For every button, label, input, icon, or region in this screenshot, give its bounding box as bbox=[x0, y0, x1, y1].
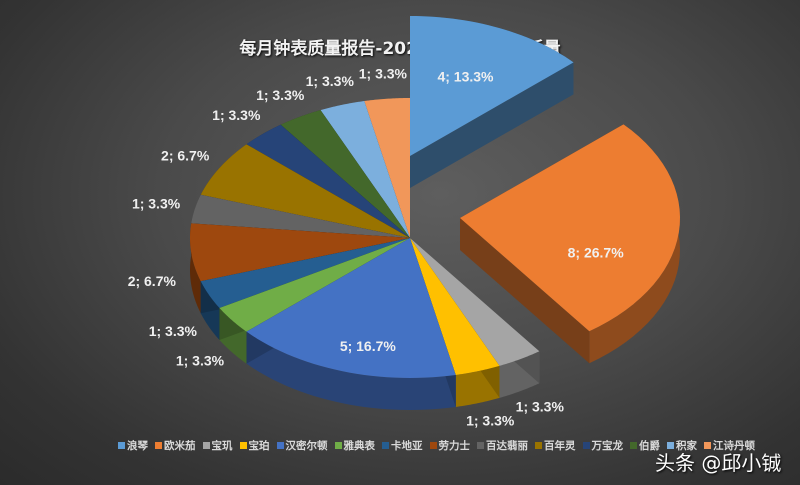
data-label: 1; 3.3% bbox=[132, 196, 181, 212]
legend-swatch bbox=[382, 442, 389, 449]
data-label: 2; 6.7% bbox=[128, 273, 177, 289]
legend-label: 欧米茄 bbox=[164, 440, 196, 452]
legend-item: 宝珀 bbox=[239, 438, 270, 453]
legend-item: 百达翡丽 bbox=[477, 438, 528, 453]
legend-label: 万宝龙 bbox=[591, 440, 624, 452]
legend-swatch bbox=[202, 442, 210, 449]
data-label: 1; 3.3% bbox=[466, 413, 515, 429]
data-label: 2; 6.7% bbox=[161, 147, 210, 163]
legend-swatch bbox=[239, 442, 247, 449]
data-label: 1; 3.3% bbox=[149, 323, 198, 339]
data-label: 5; 16.7% bbox=[340, 338, 397, 354]
legend-label: 积家 bbox=[676, 440, 697, 452]
pie-slice bbox=[460, 124, 680, 364]
legend-item: 欧米茄 bbox=[155, 438, 196, 453]
legend-item: 卡地亚 bbox=[382, 438, 423, 453]
pie-slice bbox=[246, 238, 456, 410]
legend-item: 伯爵 bbox=[630, 438, 660, 453]
data-label: 1; 3.3% bbox=[176, 353, 225, 369]
legend-label: 伯爵 bbox=[639, 440, 660, 452]
legend-item: 劳力士 bbox=[429, 438, 471, 453]
legend-item: 百年灵 bbox=[535, 438, 576, 453]
legend-item: 浪琴 bbox=[118, 438, 148, 453]
legend-swatch bbox=[118, 442, 125, 449]
legend-label: 雅典表 bbox=[343, 440, 376, 452]
watermark: 头条 @邱小铖 bbox=[655, 451, 782, 475]
data-label: 1; 3.3% bbox=[256, 87, 305, 103]
data-label: 1; 3.3% bbox=[212, 107, 261, 123]
legend-swatch bbox=[334, 442, 342, 449]
legend-swatch bbox=[630, 442, 637, 449]
legend-swatch bbox=[704, 442, 711, 449]
legend-item: 江诗丹顿 bbox=[704, 438, 755, 453]
legend-item: 雅典表 bbox=[334, 438, 376, 453]
legend-label: 百年灵 bbox=[544, 440, 576, 452]
legend-swatch bbox=[429, 442, 437, 449]
legend-swatch bbox=[582, 442, 590, 449]
legend-label: 百达翡丽 bbox=[486, 440, 528, 452]
legend-label: 宝珀 bbox=[248, 440, 270, 452]
data-label: 1; 3.3% bbox=[516, 399, 565, 415]
legend-item: 万宝龙 bbox=[582, 438, 624, 453]
legend-item: 宝玑 bbox=[202, 438, 233, 453]
legend: 浪琴 欧米茄 宝玑 宝珀 汉密尔顿 雅典表 卡地亚 劳力士 百达翡丽 百年灵 万宝龙 伯爵 积家 江诗丹顿 bbox=[118, 438, 755, 453]
legend-swatch bbox=[535, 442, 542, 449]
data-label: 4; 13.3% bbox=[437, 69, 494, 85]
legend-label: 汉密尔顿 bbox=[285, 440, 328, 452]
legend-item: 积家 bbox=[667, 438, 697, 453]
legend-label: 劳力士 bbox=[438, 440, 471, 452]
legend-item: 汉密尔顿 bbox=[276, 438, 328, 453]
data-label: 8; 26.7% bbox=[568, 245, 625, 261]
data-label: 1; 3.3% bbox=[306, 73, 355, 89]
legend-label: 浪琴 bbox=[127, 440, 148, 452]
legend-swatch bbox=[276, 442, 284, 449]
pie-slice bbox=[410, 16, 574, 188]
legend-label: 卡地亚 bbox=[391, 440, 423, 452]
legend-label: 宝玑 bbox=[211, 440, 233, 452]
legend-swatch bbox=[477, 442, 484, 449]
legend-swatch bbox=[155, 442, 162, 449]
legend-swatch bbox=[667, 442, 674, 449]
data-label: 1; 3.3% bbox=[359, 66, 408, 82]
legend-label: 江诗丹顿 bbox=[713, 440, 755, 452]
